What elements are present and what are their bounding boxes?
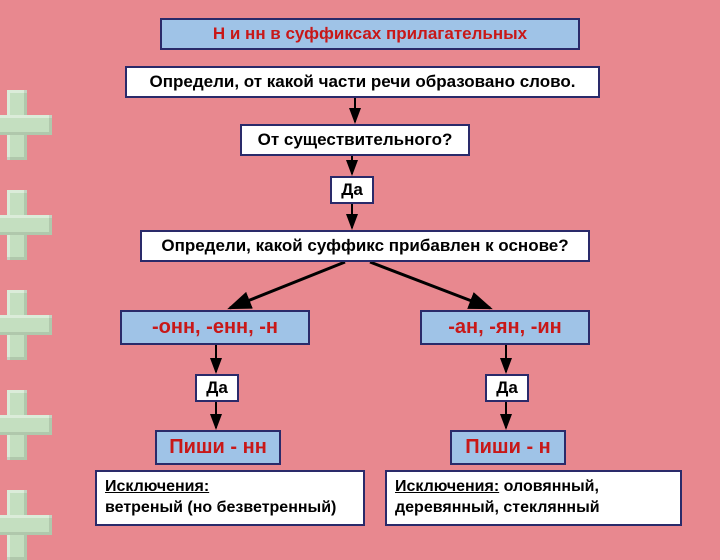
step1-box: Определи, от какой части речи образовано… xyxy=(125,66,600,98)
step2-box: Определи, какой суффикс прибавлен к осно… xyxy=(140,230,590,262)
suffix-an-box: -ан, -ян, -ин xyxy=(420,310,590,345)
bg-cross xyxy=(0,290,52,360)
yes3-box: Да xyxy=(485,374,529,402)
bg-cross xyxy=(0,490,52,560)
bg-cross xyxy=(0,390,52,460)
question-noun-box: От существительного? xyxy=(240,124,470,156)
exceptions-left-body: ветреный (но безветренный) xyxy=(105,499,336,516)
result-n-box: Пиши - н xyxy=(450,430,566,465)
bg-cross xyxy=(0,190,52,260)
title-box: Н и нн в суффиксах прилагательных xyxy=(160,18,580,50)
suffix-onn-box: -онн, -енн, -н xyxy=(120,310,310,345)
yes1-box: Да xyxy=(330,176,374,204)
exceptions-left-label: Исключения: xyxy=(105,478,209,495)
yes2-box: Да xyxy=(195,374,239,402)
exceptions-left-box: Исключения: ветреный (но безветренный) xyxy=(95,470,365,526)
bg-cross xyxy=(0,90,52,160)
exceptions-right-box: Исключения: оловянный, деревянный, стекл… xyxy=(385,470,682,526)
exceptions-right-label: Исключения: xyxy=(395,478,499,495)
result-nn-box: Пиши - нн xyxy=(155,430,281,465)
